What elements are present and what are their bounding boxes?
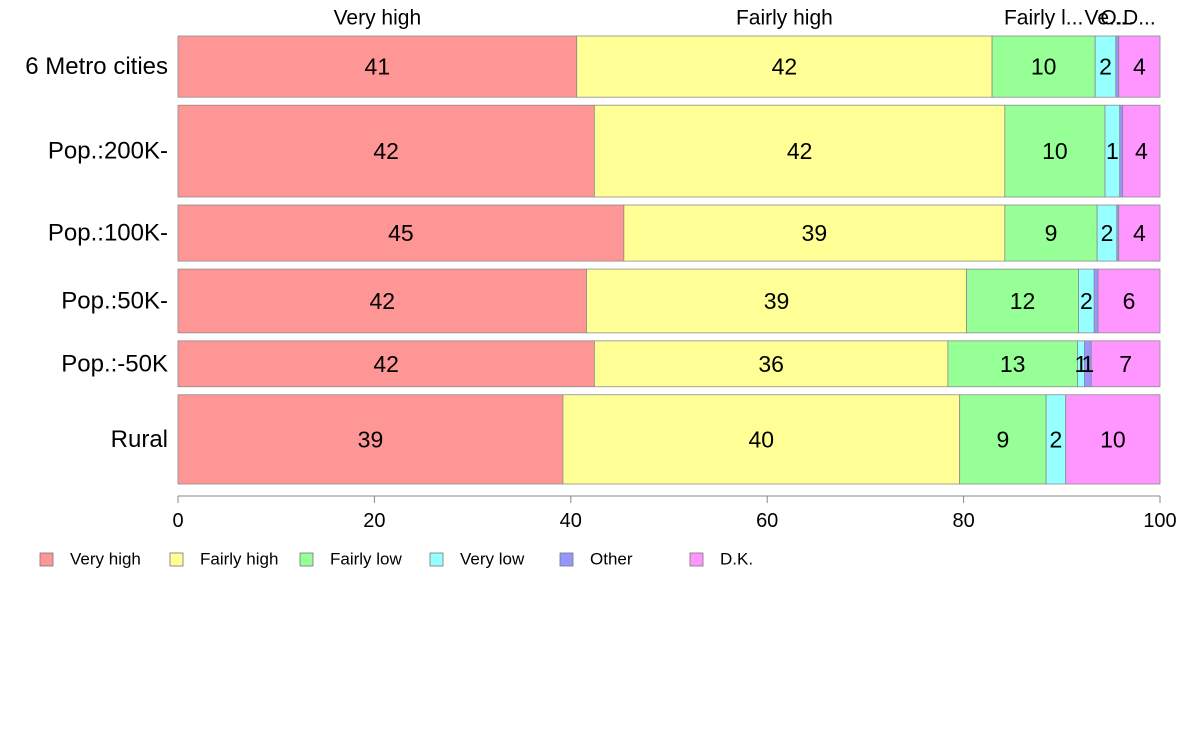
data-label: 42: [373, 351, 399, 377]
bar-segment: [1065, 394, 1161, 485]
bar-segment: [1119, 104, 1124, 198]
x-tick-label: 0: [172, 510, 183, 532]
legend-label: Fairly high: [200, 550, 278, 569]
legend-label: Very high: [70, 550, 141, 569]
x-tick-label: 60: [756, 510, 778, 532]
data-label: 36: [758, 351, 784, 377]
legend-swatch: [429, 552, 444, 567]
x-tick-label: 100: [1143, 510, 1176, 532]
bar-segment: [177, 104, 595, 198]
legend-label: Other: [590, 550, 633, 569]
data-label: 2: [1080, 288, 1093, 314]
data-label: 40: [749, 426, 775, 452]
top-series-label: Fairly high: [736, 7, 833, 30]
bar-segment: [1004, 104, 1106, 198]
bar-segment: [1122, 104, 1161, 198]
top-series-label: Fairly l...: [1004, 7, 1083, 30]
bar-segment: [177, 340, 595, 388]
bar-segment: [947, 340, 1078, 388]
category-label: Pop.:-50K: [61, 350, 168, 377]
y-axis: 6 Metro cities Pop.:200K- Pop.:100K- Pop.:5…: [25, 53, 168, 453]
data-label: 4: [1133, 54, 1146, 80]
bar-segment: [966, 268, 1079, 334]
bar-segment: [1097, 268, 1161, 334]
category-label: Pop.:200K-: [48, 138, 168, 165]
data-label: 10: [1100, 426, 1126, 452]
data-label: 4: [1135, 138, 1148, 164]
data-label: 13: [1000, 351, 1026, 377]
data-label: 42: [772, 54, 798, 80]
data-label: 39: [764, 288, 790, 314]
bar-segment: [593, 104, 1006, 198]
data-label: 6: [1123, 288, 1136, 314]
data-label: 1: [1075, 351, 1088, 377]
bar-segment: [991, 35, 1096, 98]
category-label: Rural: [111, 426, 168, 453]
data-label: 42: [369, 288, 395, 314]
bar-segment: [177, 35, 578, 98]
data-label: 9: [996, 426, 1009, 452]
data-label: 1: [1106, 138, 1119, 164]
data-label: 9: [1045, 220, 1058, 246]
bar-segment: [177, 204, 625, 262]
bar-segment: [1115, 35, 1120, 98]
data-label: 2: [1050, 426, 1063, 452]
legend-label: Very low: [460, 550, 525, 569]
data-label: 2: [1099, 54, 1112, 80]
data-label: 10: [1031, 54, 1057, 80]
data-label: 41: [365, 54, 391, 80]
bar-segment: [1118, 204, 1161, 262]
data-label: 4: [1133, 220, 1146, 246]
bar-segment: [177, 394, 564, 485]
legend-swatch: [559, 552, 574, 567]
bar-segment: [623, 204, 1006, 262]
legend: Very high Fairly high Fairly low Very low Ot…: [39, 550, 753, 569]
data-label: 1: [1081, 351, 1094, 377]
x-tick-label: 80: [952, 510, 974, 532]
legend-swatch: [169, 552, 184, 567]
bar-segment: [177, 268, 587, 334]
data-label: 2: [1101, 220, 1114, 246]
category-label: Pop.:50K-: [61, 287, 168, 314]
data-label: 45: [388, 220, 414, 246]
category-label: 6 Metro cities: [25, 53, 168, 80]
legend-label: Fairly low: [330, 550, 403, 569]
bars: [177, 35, 1161, 485]
top-series-label: O...: [1100, 7, 1134, 30]
data-label: 39: [358, 426, 384, 452]
bar-segment: [1093, 268, 1099, 334]
top-series-label: Ve...: [1084, 7, 1126, 30]
category-label: Pop.:100K-: [48, 220, 168, 247]
legend-swatch: [299, 552, 314, 567]
data-label: 7: [1119, 351, 1132, 377]
top-series-label: Very high: [334, 7, 422, 30]
x-tick-label: 20: [363, 510, 385, 532]
top-labels: Very high Fairly high Fairly l... Ve...O...…: [334, 7, 1156, 30]
bar-segment: [1090, 340, 1161, 388]
data-label: 42: [787, 138, 813, 164]
data-label: 39: [802, 220, 828, 246]
bar-segment: [1118, 35, 1161, 98]
legend-label: D.K.: [720, 550, 753, 569]
data-label: 12: [1010, 288, 1036, 314]
bar-segment: [586, 268, 967, 334]
legend-swatch: [39, 552, 54, 567]
legend-swatch: [689, 552, 704, 567]
x-axis: 0 20 40 60 80 100: [172, 495, 1177, 532]
bar-segment: [562, 394, 961, 485]
bar-segment: [593, 340, 949, 388]
bar-labels: 41 42 10 2 442 42 10 1 445 39 9 2 442 39 12 2 642 36 13 11 7…: [358, 54, 1148, 453]
x-tick-label: 40: [560, 510, 582, 532]
data-label: 10: [1042, 138, 1068, 164]
data-label: 42: [373, 138, 399, 164]
top-series-label: D...: [1123, 7, 1156, 30]
